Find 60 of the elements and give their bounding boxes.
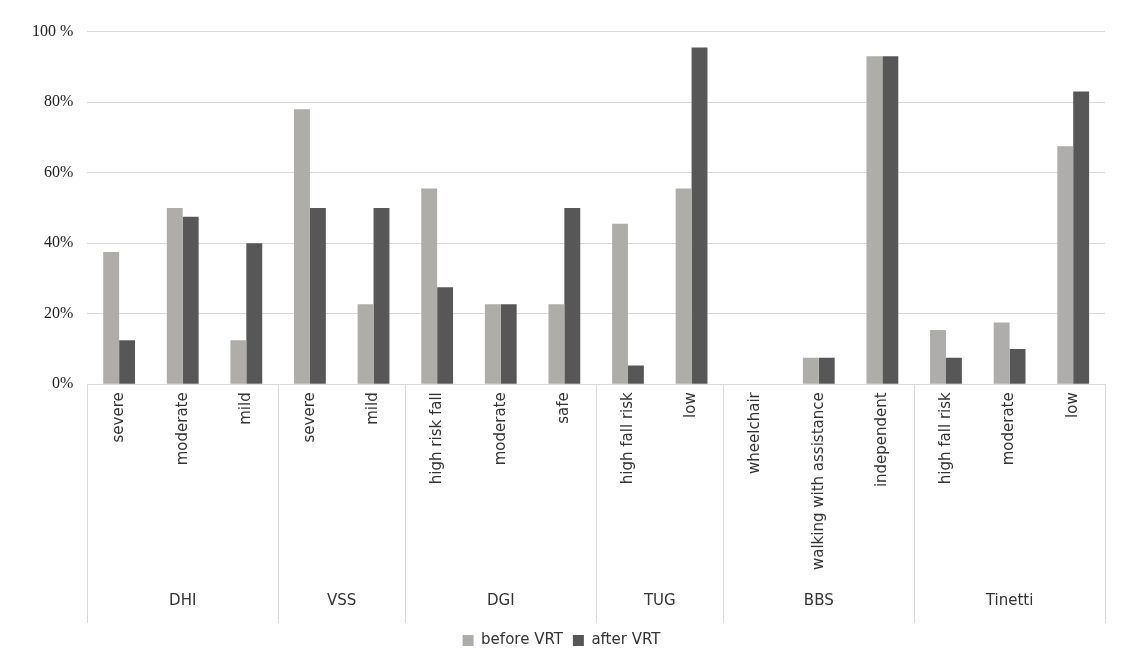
bar (182, 216, 199, 384)
x-tick-label: low (681, 392, 700, 418)
y-tick-label: 100 % (32, 21, 74, 39)
x-tick-label: mild (236, 392, 255, 425)
text: VSS (327, 590, 357, 609)
text: TUG (642, 590, 676, 609)
y-tick-label: 0% (52, 374, 74, 392)
y-tick-label: 20% (44, 303, 74, 321)
bar (930, 329, 946, 384)
x-tick-label: severe (299, 392, 318, 443)
x-tick-label: severe (109, 392, 128, 443)
bar (437, 287, 454, 384)
bar (309, 207, 326, 384)
bar (166, 207, 183, 384)
bar (373, 207, 390, 384)
legend-label: after VRT (591, 630, 662, 649)
text: DGI (486, 590, 515, 609)
bar (294, 109, 310, 384)
bar (119, 340, 136, 384)
bar (548, 304, 565, 384)
x-tick-label: wheelchair (745, 391, 764, 474)
text: DHI (169, 590, 197, 609)
bar (246, 243, 263, 384)
bar (866, 56, 883, 384)
bar (1073, 91, 1090, 384)
text: BBS (803, 590, 834, 609)
bar (818, 357, 835, 384)
y-tick-label: 60% (44, 162, 74, 180)
x-tick-label: moderate (999, 392, 1018, 466)
bar (945, 357, 962, 384)
x-tick-label: walking with assistance (808, 392, 827, 570)
bar (691, 47, 708, 384)
y-tick-label: 40% (44, 233, 74, 251)
legend-label: before VRT (481, 630, 564, 649)
bar (882, 56, 899, 384)
bar (675, 188, 692, 384)
bar (230, 340, 247, 384)
bar (484, 304, 501, 384)
bar (802, 357, 819, 384)
x-tick-label: safe (554, 392, 573, 424)
x-tick-label: mild (363, 392, 382, 425)
bar (103, 252, 120, 384)
text: Tinetti (984, 590, 1034, 609)
x-tick-label: low (1063, 392, 1082, 418)
x-tick-label: high fall risk (617, 391, 636, 485)
y-tick-label: 80% (44, 92, 74, 110)
x-tick-label: moderate (490, 392, 509, 466)
bar (500, 304, 517, 384)
bar (421, 188, 438, 384)
bar (627, 365, 644, 384)
bar (1057, 146, 1074, 384)
bar (993, 322, 1010, 384)
x-tick-label: moderate (172, 392, 191, 466)
bar (1009, 349, 1026, 384)
x-tick-label: independent (872, 392, 891, 488)
bar (357, 304, 374, 384)
x-tick-label: high risk fall (427, 392, 446, 485)
bar (564, 207, 581, 384)
x-tick-label: high fall risk (935, 391, 954, 485)
bar (612, 223, 628, 384)
